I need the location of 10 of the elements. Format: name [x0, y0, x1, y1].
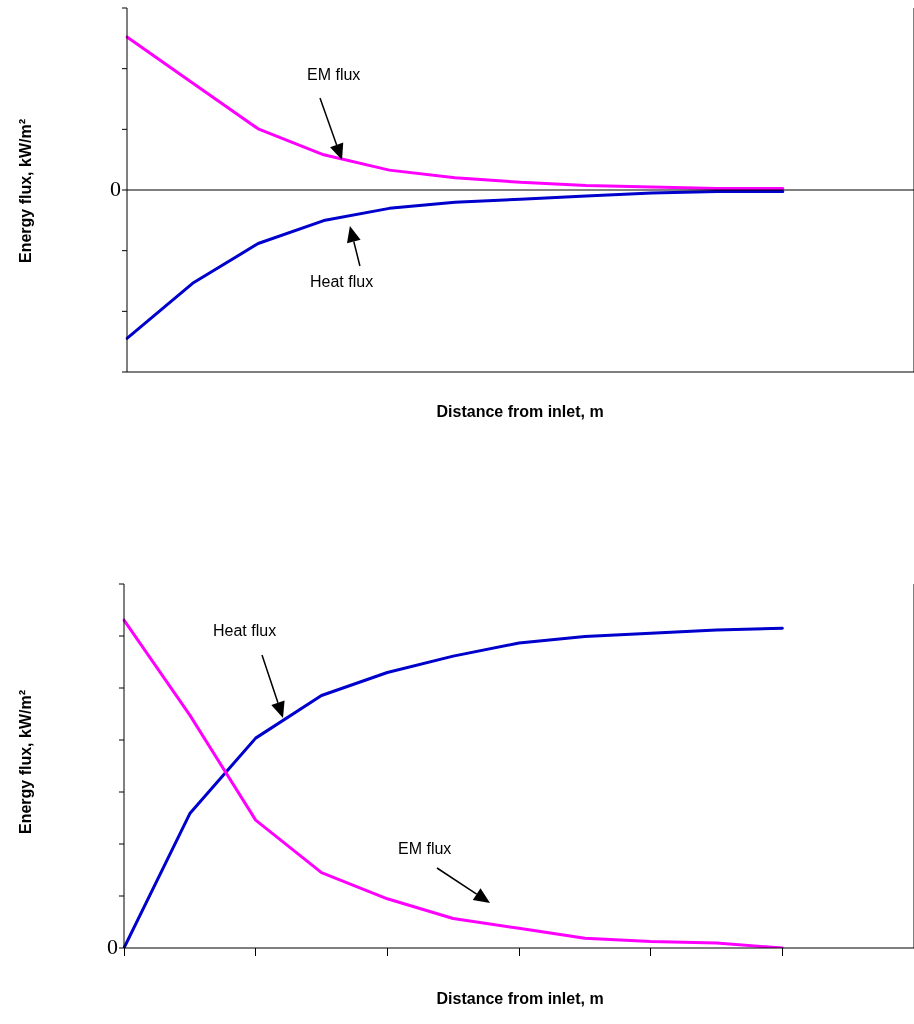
annotation: Heat flux	[310, 273, 374, 291]
text: 0	[107, 933, 118, 959]
y-axis-title: Energy flux, kW/m²	[17, 118, 35, 264]
y-axis-title: Energy flux, kW/m²	[17, 689, 35, 835]
text: 0	[110, 175, 121, 201]
x-axis-title: Distance from inlet, m	[436, 403, 604, 421]
annotation: EM flux	[398, 840, 452, 858]
annotation: EM flux	[307, 66, 361, 84]
x-axis-title: Distance from inlet, m	[436, 990, 604, 1008]
annotation: Heat flux	[213, 622, 277, 640]
